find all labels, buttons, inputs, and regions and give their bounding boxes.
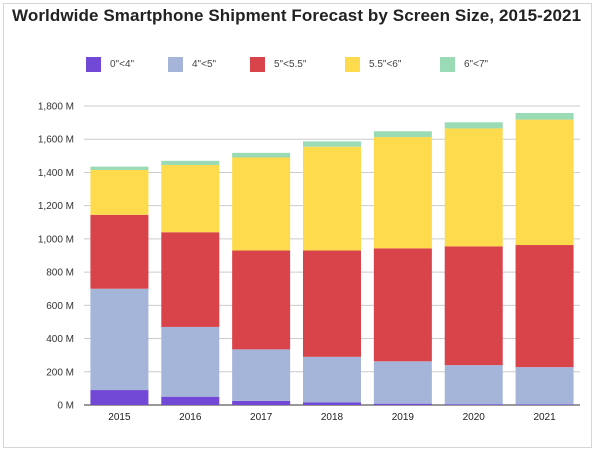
bar-2018-series-4 xyxy=(303,141,361,147)
bar-2019-series-2 xyxy=(373,248,432,362)
y-tick-label: 1,400 M xyxy=(38,168,74,179)
bar-2016-series-4 xyxy=(161,160,220,165)
legend-label: 6"<7" xyxy=(464,58,489,70)
y-tick-label: 0 M xyxy=(57,401,74,412)
bar-2021-series-1 xyxy=(515,367,574,405)
x-tick-label: 2016 xyxy=(179,412,202,423)
x-tick-label: 2017 xyxy=(250,412,273,423)
bar-2020-series-0 xyxy=(444,404,503,405)
bar-2019-series-1 xyxy=(373,361,432,404)
legend-item: 4"<5" xyxy=(168,56,216,72)
legend-item: 6"<7" xyxy=(440,56,488,72)
bar-2019-series-3 xyxy=(373,137,432,249)
x-tick-label: 2021 xyxy=(533,412,556,423)
y-tick-label: 1,200 M xyxy=(38,201,74,212)
chart-legend: 0"<4" 4"<5" 5"<5.5" 5.5"<6" 6"<7" xyxy=(0,56,597,72)
y-tick-label: 1,800 M xyxy=(38,102,74,113)
bar-2015-series-3 xyxy=(90,169,149,215)
bar-2021-series-3 xyxy=(515,119,574,246)
bar-2018-series-3 xyxy=(303,146,361,251)
legend-label: 4"<5" xyxy=(192,58,217,70)
bar-2021-series-2 xyxy=(515,245,574,368)
bar-2017-series-3 xyxy=(232,157,291,251)
bar-2017-series-1 xyxy=(232,349,291,401)
legend-swatch xyxy=(250,56,265,72)
bar-2016-series-0 xyxy=(161,396,220,405)
bar-2017-series-4 xyxy=(232,152,291,158)
y-tick-label: 200 M xyxy=(46,367,74,378)
bar-2021-series-4 xyxy=(515,112,574,120)
legend-item: 0"<4" xyxy=(86,56,134,72)
bar-2017-series-0 xyxy=(232,400,291,405)
y-tick-label: 800 M xyxy=(46,268,74,279)
legend-swatch xyxy=(86,56,101,72)
y-tick-label: 400 M xyxy=(46,334,74,345)
x-axis-ticks: 2015 2016 2017 2018 2019 2020 2021 xyxy=(108,412,556,423)
legend-label: 5"<5.5" xyxy=(274,58,307,70)
bar-2015-series-4 xyxy=(90,166,149,170)
bars xyxy=(90,112,574,405)
bar-2020-series-1 xyxy=(444,365,503,405)
bar-2019-series-4 xyxy=(373,131,432,138)
legend-label: 5.5"<6" xyxy=(369,58,402,70)
legend-label: 0"<4" xyxy=(110,58,135,70)
bar-2016-series-2 xyxy=(161,232,220,327)
bar-2018-series-1 xyxy=(303,356,361,403)
bar-2016-series-1 xyxy=(161,326,220,397)
x-tick-label: 2020 xyxy=(463,412,486,423)
legend-swatch xyxy=(168,56,183,72)
legend-item: 5"<5.5" xyxy=(250,56,306,72)
bar-2015-series-1 xyxy=(90,288,149,391)
bar-2019-series-0 xyxy=(373,403,432,405)
x-tick-label: 2015 xyxy=(108,412,131,423)
y-axis-ticks: 0 M 200 M 400 M 600 M 800 M 1,000 M 1,200 M 1,4… xyxy=(38,102,74,412)
bar-2018-series-0 xyxy=(303,402,361,405)
legend-item: 5.5"<6" xyxy=(345,56,401,72)
chart-title: Worldwide Smartphone Shipment Forecast b… xyxy=(12,6,582,25)
bar-2015-series-2 xyxy=(90,214,149,289)
bar-2020-series-4 xyxy=(444,122,503,129)
y-tick-label: 1,000 M xyxy=(38,234,74,245)
bar-2020-series-3 xyxy=(444,128,503,247)
y-tick-label: 600 M xyxy=(46,301,74,312)
bar-2017-series-2 xyxy=(232,250,291,350)
legend-swatch xyxy=(440,56,455,72)
bar-2015-series-0 xyxy=(90,390,149,405)
x-tick-label: 2018 xyxy=(321,412,344,423)
bar-2016-series-3 xyxy=(161,164,220,233)
x-tick-label: 2019 xyxy=(392,412,415,423)
bar-2020-series-2 xyxy=(444,246,503,366)
bar-2018-series-2 xyxy=(303,250,361,357)
y-tick-label: 1,600 M xyxy=(38,135,74,146)
legend-swatch xyxy=(345,56,360,72)
